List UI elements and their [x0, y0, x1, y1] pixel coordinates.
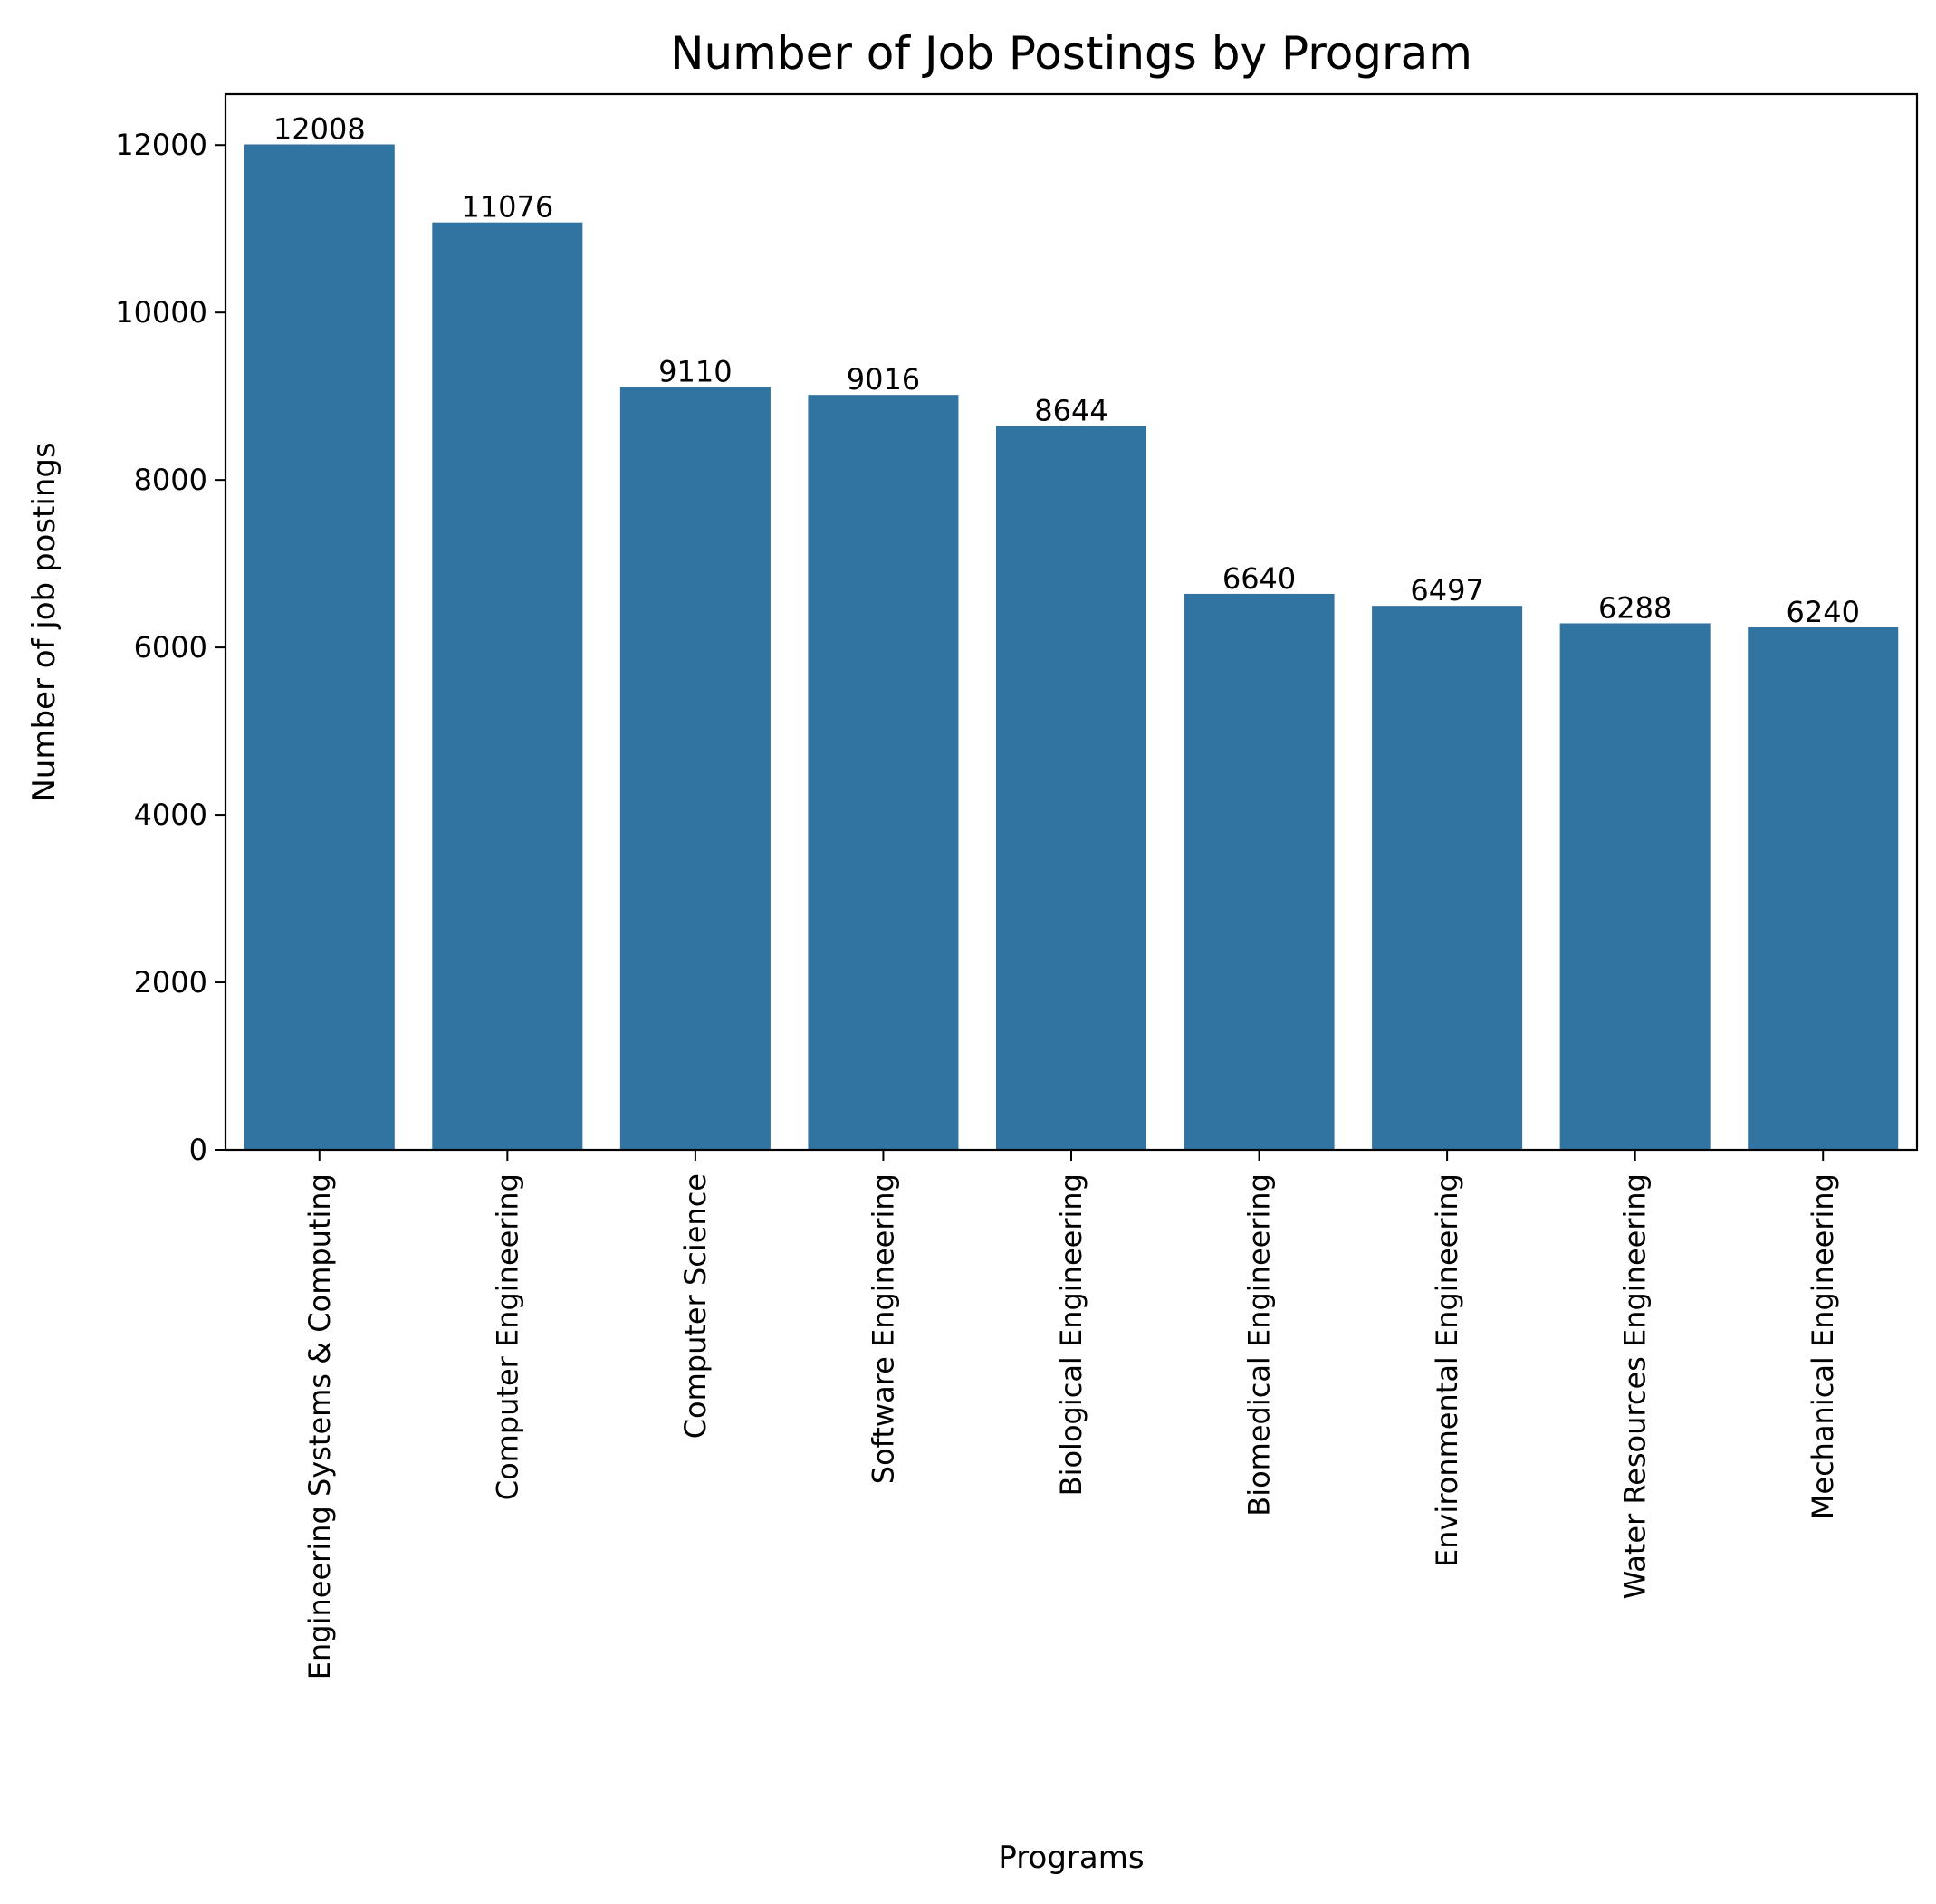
y-tick-label: 8000: [134, 463, 207, 497]
bar-value-label: 12008: [273, 111, 366, 146]
bar-value-label: 9110: [658, 354, 732, 388]
bar: [244, 144, 395, 1151]
bar: [808, 395, 959, 1150]
y-axis-label: Number of job postings: [26, 442, 62, 801]
bar-value-label: 8644: [1034, 394, 1107, 428]
bar-value-label: 6240: [1787, 595, 1860, 629]
x-tick-label: Water Resources Engineering: [1618, 1173, 1653, 1599]
x-axis-label: Programs: [998, 1840, 1144, 1876]
bar: [995, 426, 1147, 1150]
x-axis-ticks: Engineering Systems & Computing Computer …: [302, 1150, 1840, 1679]
x-tick-label: Biomedical Engineering: [1242, 1173, 1277, 1517]
y-tick-label: 10000: [115, 295, 207, 330]
y-tick-label: 4000: [134, 798, 207, 832]
bar: [1748, 627, 1899, 1150]
x-tick-label: Software Engineering: [866, 1173, 900, 1484]
bar-value-label: 6288: [1598, 590, 1672, 625]
x-tick-label: Mechanical Engineering: [1806, 1173, 1840, 1519]
x-tick-label: Biological Engineering: [1054, 1173, 1088, 1496]
bars-group: [244, 144, 1899, 1151]
bar: [1184, 593, 1335, 1150]
bar-value-label: 6640: [1222, 561, 1296, 596]
bar: [432, 222, 583, 1151]
x-tick-label: Computer Engineering: [490, 1173, 524, 1500]
bar: [1559, 623, 1711, 1150]
y-axis-ticks: 0 2000 4000 6000 8000 10000 12000: [115, 128, 225, 1167]
data-labels-group: 12008 11076 9110 9016 8644 6640 6497 6288 6240: [273, 111, 1860, 628]
bar-value-label: 11076: [461, 190, 553, 225]
chart-title: Number of Job Postings by Program: [670, 27, 1472, 80]
x-tick-label: Engineering Systems & Computing: [302, 1173, 337, 1679]
plot-frame: [224, 92, 1919, 1152]
x-tick-label: Environmental Engineering: [1430, 1173, 1464, 1567]
bar-value-label: 9016: [847, 362, 920, 397]
bar: [619, 387, 771, 1150]
y-tick-label: 12000: [115, 128, 207, 162]
y-tick-label: 0: [189, 1133, 207, 1167]
x-tick-label: Computer Science: [678, 1173, 713, 1439]
bar: [1372, 606, 1523, 1150]
y-tick-label: 6000: [134, 630, 207, 665]
y-tick-label: 2000: [134, 965, 207, 1000]
bar-value-label: 6497: [1410, 573, 1483, 608]
